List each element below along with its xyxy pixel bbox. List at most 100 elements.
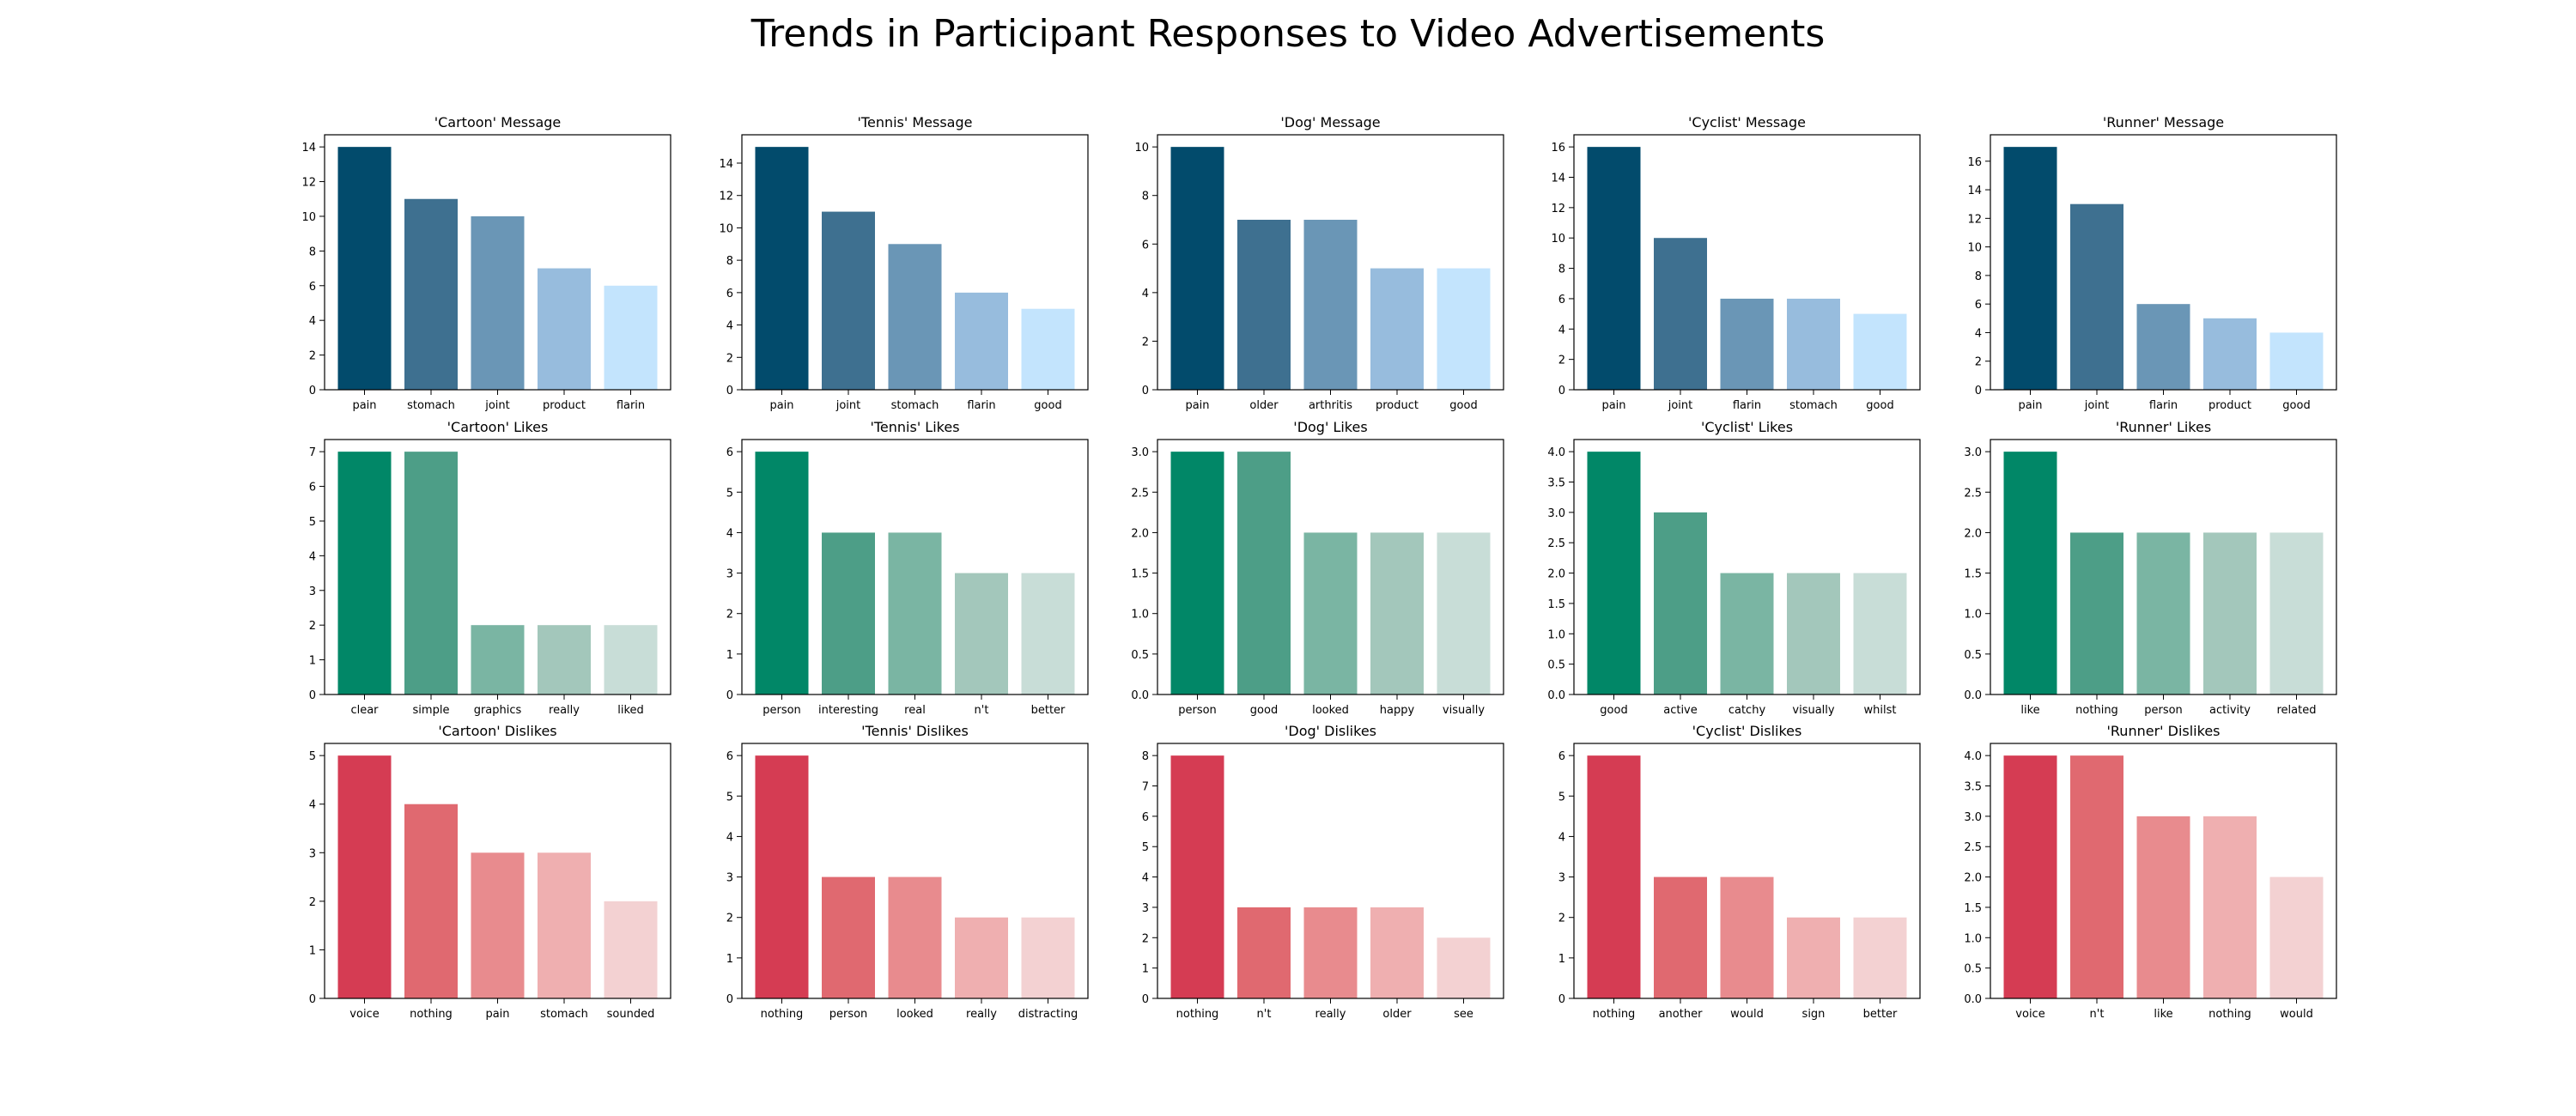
y-tick-label: 4 xyxy=(1558,831,1565,844)
subplot-title: 'Cyclist' Likes xyxy=(1701,419,1793,435)
y-tick-label: 3 xyxy=(726,568,733,581)
bar-pain xyxy=(1587,147,1641,390)
bar-really xyxy=(955,917,1008,998)
y-tick-label: 16 xyxy=(1551,142,1565,155)
y-tick-label: 1 xyxy=(309,944,316,957)
bar-related xyxy=(2269,532,2324,694)
bar-looked xyxy=(1303,532,1358,694)
bar-person xyxy=(1170,452,1224,694)
y-tick-label: 2 xyxy=(726,913,733,925)
x-tick-label: graphics xyxy=(474,704,522,717)
bar-pain xyxy=(1170,147,1224,390)
x-tick-label: voice xyxy=(2015,1008,2044,1021)
bar-pain xyxy=(755,147,809,390)
y-tick-label: 2 xyxy=(309,896,316,909)
x-tick-label: simple xyxy=(413,704,450,717)
y-tick-label: 4 xyxy=(726,831,733,844)
y-tick-label: 0 xyxy=(726,689,733,702)
x-tick-label: flarin xyxy=(617,399,645,412)
bar-nothing xyxy=(2203,816,2257,998)
y-tick-label: 1.0 xyxy=(1547,628,1565,641)
x-tick-label: joint xyxy=(835,399,861,412)
subplot-title: 'Cartoon' Likes xyxy=(447,419,549,435)
y-tick-label: 2 xyxy=(1142,932,1149,945)
x-tick-label: stomach xyxy=(407,399,455,412)
x-tick-label: sign xyxy=(1802,1008,1826,1021)
bar-sounded xyxy=(604,901,658,998)
bar-simple xyxy=(404,452,458,694)
y-tick-label: 2 xyxy=(726,352,733,365)
y-tick-label: 6 xyxy=(1558,750,1565,763)
y-tick-label: 8 xyxy=(1142,750,1149,763)
x-tick-label: good xyxy=(2282,399,2310,412)
bar-liked xyxy=(604,625,658,694)
y-tick-label: 8 xyxy=(726,255,733,268)
y-tick-label: 0 xyxy=(1558,993,1565,1006)
bar-like xyxy=(2136,816,2190,998)
y-tick-label: 1.5 xyxy=(1131,568,1149,581)
bar-clear xyxy=(337,452,392,694)
y-tick-label: 4 xyxy=(309,799,316,812)
x-tick-label: voice xyxy=(349,1008,379,1021)
y-tick-label: 12 xyxy=(719,191,733,203)
y-tick-label: 10 xyxy=(1134,142,1149,155)
x-tick-label: n't xyxy=(975,704,989,717)
x-tick-label: good xyxy=(1866,399,1893,412)
x-tick-label: distracting xyxy=(1018,1008,1078,1021)
bar-would xyxy=(2269,876,2324,998)
bar-distracting xyxy=(1021,917,1075,998)
y-tick-label: 0 xyxy=(1142,993,1149,1006)
bar-interesting xyxy=(822,532,875,694)
x-tick-label: nothing xyxy=(2075,704,2118,717)
y-tick-label: 10 xyxy=(301,211,316,224)
y-tick-label: 1.0 xyxy=(1964,609,1982,622)
x-tick-label: whilst xyxy=(1864,704,1897,717)
x-tick-label: n't xyxy=(2090,1008,2105,1021)
y-tick-label: 2.0 xyxy=(1131,527,1149,540)
y-tick-label: 10 xyxy=(1967,242,1982,255)
y-tick-label: 14 xyxy=(719,158,733,171)
y-tick-label: 1.0 xyxy=(1131,609,1149,622)
bar-flarin xyxy=(955,292,1008,390)
y-tick-label: 6 xyxy=(726,446,733,459)
y-tick-label: 4 xyxy=(1142,288,1149,300)
x-tick-label: real xyxy=(904,704,926,717)
y-tick-label: 2 xyxy=(726,609,733,622)
bar-sign xyxy=(1787,917,1840,998)
bar-good xyxy=(1437,268,1491,390)
y-tick-label: 6 xyxy=(726,750,733,763)
subplot-dog-likes: 'Dog' Likes person good looked happy visually… xyxy=(1131,419,1504,717)
y-tick-label: 4 xyxy=(309,550,316,563)
bar-joint xyxy=(1654,238,1707,390)
bar-nothing xyxy=(2070,532,2123,694)
y-tick-label: 4.0 xyxy=(1964,750,1982,763)
y-tick-label: 5 xyxy=(726,791,733,804)
subplot-title: 'Cartoon' Dislikes xyxy=(438,723,556,739)
y-tick-label: 0.0 xyxy=(1964,993,1982,1006)
x-tick-label: product xyxy=(1376,399,1419,412)
y-tick-label: 6 xyxy=(1558,294,1565,306)
y-tick-label: 4 xyxy=(1558,324,1565,337)
x-tick-label: stomach xyxy=(1789,399,1838,412)
bar-older xyxy=(1237,220,1291,390)
y-tick-label: 1 xyxy=(309,655,316,668)
y-tick-label: 1 xyxy=(1142,963,1149,976)
y-tick-label: 6 xyxy=(309,281,316,294)
subplot-title: 'Cartoon' Message xyxy=(434,114,562,130)
x-tick-label: joint xyxy=(484,399,510,412)
subplot-runner-dislikes: 'Runner' Dislikes voice n't like nothing woul… xyxy=(1964,723,2337,1021)
subplot-title: 'Runner' Message xyxy=(2103,114,2224,130)
y-tick-label: 1.5 xyxy=(1547,598,1565,611)
bar-person xyxy=(755,452,809,694)
x-tick-label: see xyxy=(1454,1008,1473,1021)
x-tick-label: looked xyxy=(1312,704,1349,717)
y-tick-label: 4 xyxy=(1142,872,1149,885)
bar-really xyxy=(538,625,591,694)
y-tick-label: 5 xyxy=(309,750,316,763)
y-tick-label: 5 xyxy=(1558,791,1565,804)
y-tick-label: 2 xyxy=(1558,913,1565,925)
y-tick-label: 14 xyxy=(1551,173,1565,185)
bar-arthritis xyxy=(1303,220,1358,390)
x-tick-label: pain xyxy=(1185,399,1209,412)
